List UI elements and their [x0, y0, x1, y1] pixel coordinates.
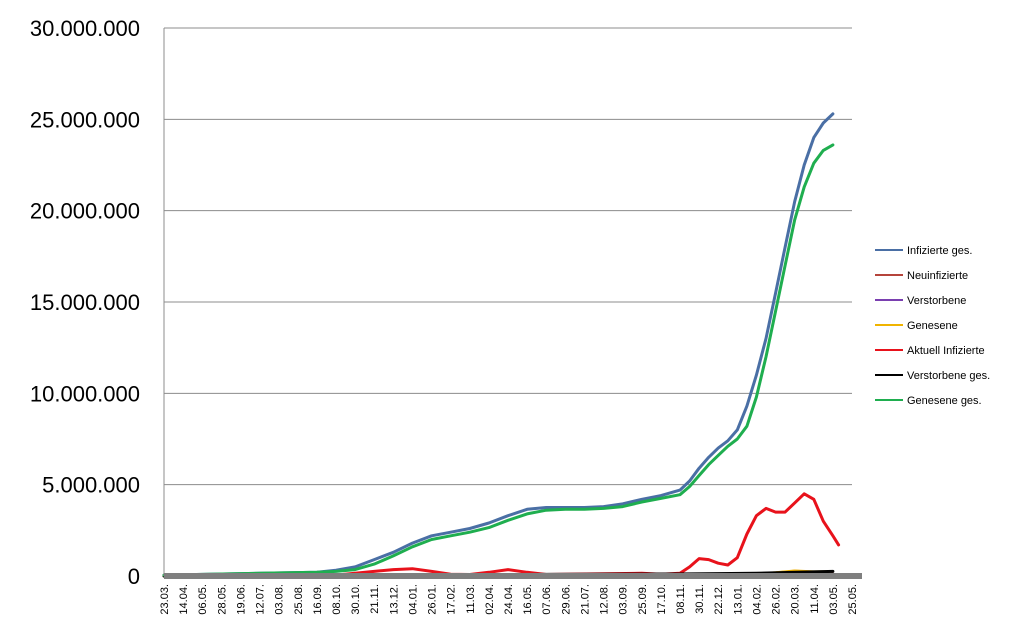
- x-tick-label: 22.12.: [713, 584, 725, 615]
- x-tick-label: 16.09.: [312, 584, 324, 615]
- legend: Infizierte ges. Neuinfizierte Verstorbene G…: [875, 245, 990, 407]
- legend-label: Verstorbene: [907, 295, 966, 307]
- x-tick-label: 12.08.: [599, 584, 611, 615]
- gridlines: [164, 27, 852, 486]
- x-tick-label: 30.11.: [694, 584, 706, 614]
- x-tick-label: 11.04.: [809, 584, 821, 614]
- x-tick-label: 20.03.: [790, 584, 802, 615]
- x-tick-label: 03.08.: [274, 584, 286, 615]
- x-tick-label: 12.07.: [255, 584, 267, 615]
- x-tick-label: 14.04.: [178, 584, 190, 615]
- legend-label: Neuinfizierte: [907, 270, 968, 282]
- legend-label: Genesene ges.: [907, 395, 982, 407]
- y-tick-label: 0: [128, 564, 140, 589]
- x-tick-label: 04.02.: [751, 584, 763, 615]
- x-tick-label: 06.05.: [197, 584, 209, 615]
- x-tick-label: 04.01.: [407, 584, 419, 615]
- legend-label: Genesene: [907, 320, 958, 332]
- y-tick-label: 25.000.000: [30, 107, 140, 132]
- x-tick-label: 23.03.: [159, 584, 171, 615]
- x-tick-label: 03.09.: [618, 584, 630, 615]
- x-tick-label: 08.10.: [331, 584, 343, 615]
- x-tick-label: 26.01.: [427, 584, 439, 615]
- y-tick-label: 10.000.000: [30, 381, 140, 406]
- axes: [163, 28, 862, 579]
- y-tick-label: 20.000.000: [30, 199, 140, 224]
- y-tick-label: 15.000.000: [30, 290, 140, 315]
- x-tick-label: 08.11.: [675, 584, 687, 614]
- x-tick-label: 29.06.: [560, 584, 572, 615]
- x-tick-label: 25.09.: [637, 584, 649, 615]
- x-axis-labels: 23.03. 14.04. 06.05. 28.05. 19.06. 12.07. 03.0…: [159, 584, 859, 615]
- x-tick-label: 03.05.: [828, 584, 840, 615]
- x-tick-label: 17.10.: [656, 584, 668, 615]
- x-tick-label: 02.04.: [484, 584, 496, 615]
- x-tick-label: 30.10.: [350, 584, 362, 615]
- series-line-6: [162, 143, 835, 577]
- x-tick-label: 16.05.: [522, 584, 534, 615]
- y-tick-label: 5.000.000: [42, 473, 140, 498]
- x-axis-bar: [164, 573, 862, 579]
- series-line-4: [162, 492, 841, 578]
- y-tick-label: 30.000.000: [30, 16, 140, 41]
- legend-label: Infizierte ges.: [907, 245, 972, 257]
- x-tick-label: 07.06.: [541, 584, 553, 615]
- x-tick-label: 26.02.: [771, 584, 783, 615]
- legend-label: Aktuell Infizierte: [907, 345, 985, 357]
- x-tick-label: 24.04.: [503, 584, 515, 615]
- x-tick-label: 13.01.: [732, 584, 744, 615]
- series-line-0: [162, 112, 835, 577]
- x-tick-label: 21.11.: [369, 584, 381, 614]
- x-tick-label: 25.08.: [293, 584, 305, 615]
- x-tick-label: 21.07.: [579, 584, 591, 615]
- x-tick-label: 13.12.: [388, 584, 400, 615]
- x-tick-label: 25.05.: [847, 584, 859, 615]
- y-axis-labels: 0 5.000.000 10.000.000 15.000.000 20.000.000…: [30, 16, 140, 589]
- x-tick-label: 11.03.: [465, 584, 477, 614]
- x-tick-label: 19.06.: [235, 584, 247, 615]
- legend-label: Verstorbene ges.: [907, 370, 990, 382]
- x-tick-label: 17.02.: [446, 584, 458, 615]
- x-tick-label: 28.05.: [216, 584, 228, 615]
